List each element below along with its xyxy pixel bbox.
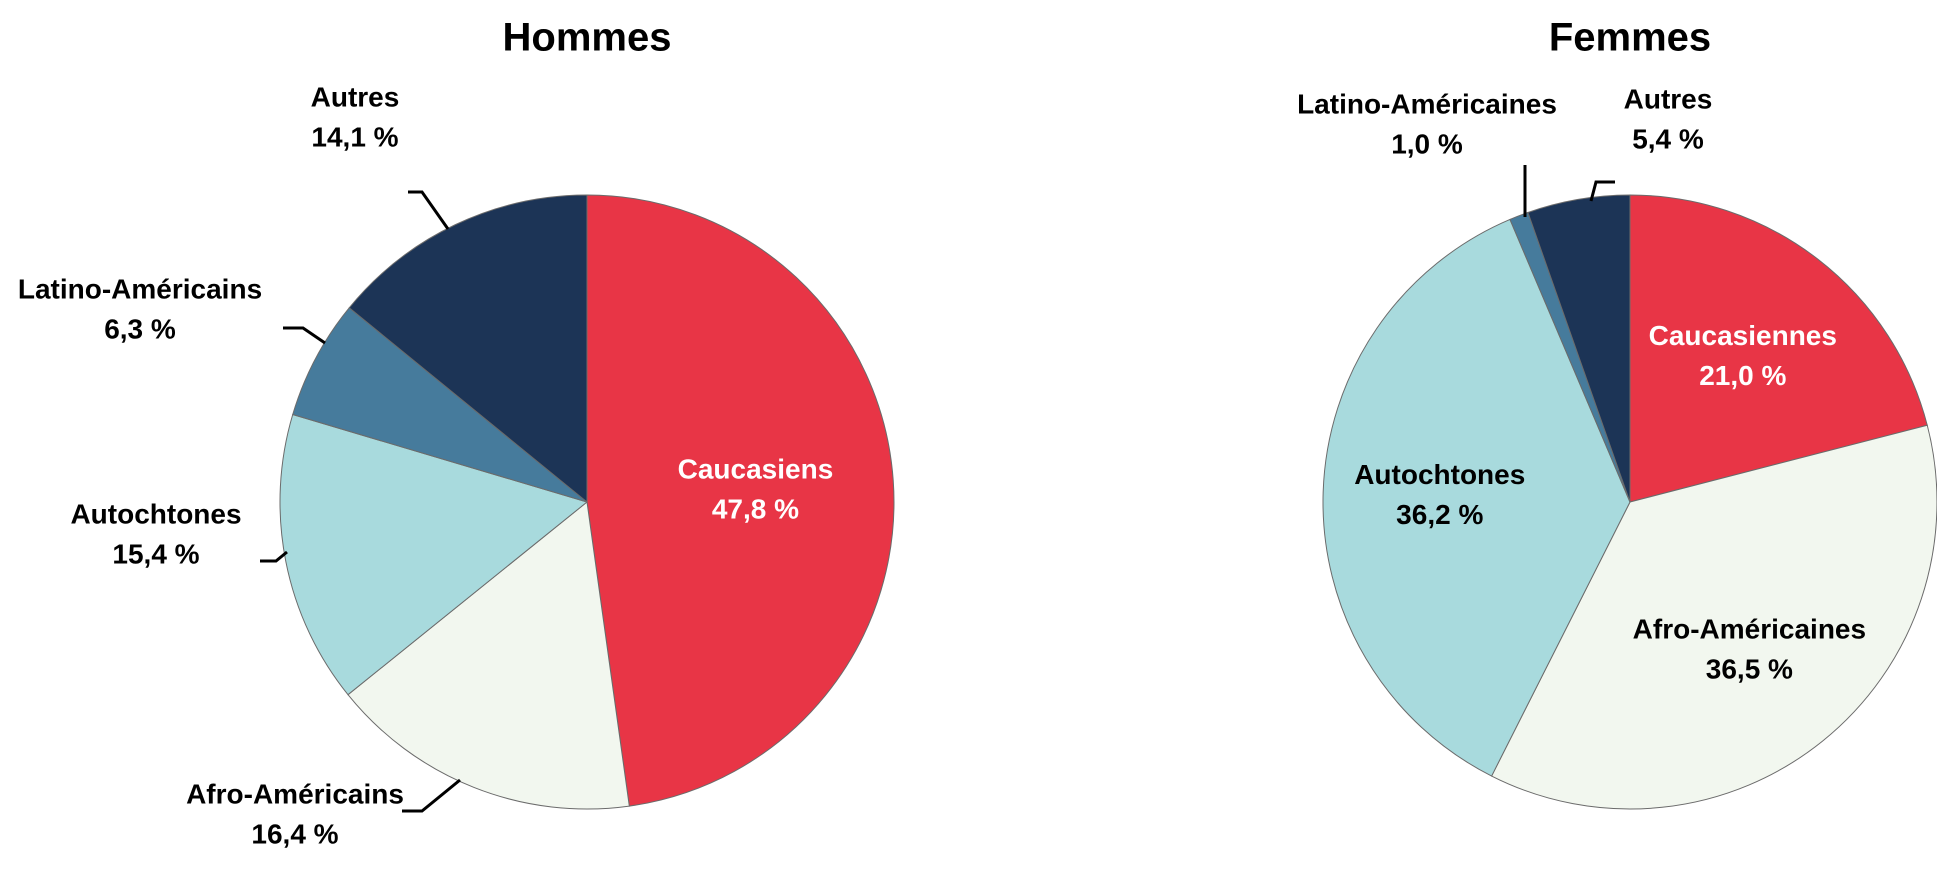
slice-value-autres: 14,1 %: [311, 121, 398, 152]
leader-line-autochtones: [260, 550, 288, 563]
slice-label-autres: Autres: [1624, 83, 1713, 114]
pie-slice-latino-americains: [292, 307, 588, 503]
slice-value-caucasiens: 47,8 %: [712, 494, 799, 525]
pie-slice-autres: [1527, 194, 1631, 503]
pie-slice-caucasiens: [586, 194, 895, 807]
chart-title: Femmes: [1549, 16, 1711, 60]
pie-slice-autochtones: [279, 413, 589, 696]
slice-value-latino-americains: 6,3 %: [104, 313, 176, 344]
slice-value-latino-americaines: 1,0 %: [1391, 128, 1463, 159]
pie-slice-afro-americains: [347, 501, 630, 810]
slice-value-afro-americaines: 36,5 %: [1706, 654, 1793, 685]
pie-slice-autochtones: [1322, 218, 1631, 777]
leader-line-latino-americains: [283, 326, 326, 345]
slice-label-autres: Autres: [311, 81, 400, 112]
pie-chart-hommes: Hommes Caucasiens 47,8 % Afro-Américains 16,…: [18, 16, 895, 849]
slice-label-latino-americains: Latino-Américains: [18, 273, 262, 304]
slice-value-autres: 5,4 %: [1632, 123, 1704, 154]
slice-label-latino-americaines: Latino-Américaines: [1297, 88, 1557, 119]
slice-label-autochtones: Autochtones: [70, 498, 241, 529]
pie-chart-femmes: Femmes Caucasiennes 21,0 % Afro-Américaines…: [1297, 16, 1937, 810]
slice-label-caucasiens: Caucasiens: [678, 454, 834, 485]
leader-line-autres: [1589, 180, 1615, 202]
leader-line-afro-americains: [402, 778, 461, 813]
slice-label-afro-americains: Afro-Américains: [186, 778, 404, 809]
slice-value-afro-americains: 16,4 %: [251, 818, 338, 849]
slice-label-caucasiennes: Caucasiennes: [1649, 320, 1837, 351]
slice-value-caucasiennes: 21,0 %: [1699, 360, 1786, 391]
slice-label-afro-americaines: Afro-Américaines: [1633, 614, 1866, 645]
slice-value-autochtones: 15,4 %: [112, 538, 199, 569]
pie-slice-afro-americaines: [1490, 424, 1937, 810]
slice-value-autochtones: 36,2 %: [1396, 499, 1483, 530]
pie-slice-caucasiennes: [1629, 194, 1928, 503]
pie-slice-autres: [348, 194, 588, 504]
slice-label-autochtones: Autochtones: [1354, 459, 1525, 490]
leader-line-autres: [408, 190, 450, 230]
chart-title: Hommes: [503, 16, 672, 60]
